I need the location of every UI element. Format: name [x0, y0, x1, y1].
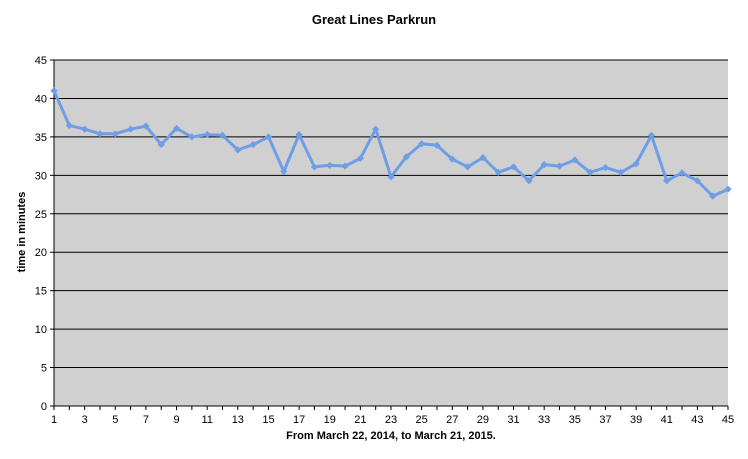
data-point — [555, 162, 564, 170]
x-tick-label: 37 — [599, 414, 611, 426]
data-point — [479, 154, 487, 162]
data-point — [326, 161, 334, 169]
x-tick-label: 23 — [385, 414, 397, 426]
x-tick-labels: 1 3 5 7 9 11 13 15 17 19 21 23 25 27 29 31 33 35 37 39 41 43 4… — [51, 414, 734, 426]
data-point — [433, 141, 441, 149]
x-tick-label: 17 — [293, 414, 305, 426]
data-point — [601, 164, 610, 172]
x-tick-label: 15 — [262, 414, 274, 426]
y-tick-label: 30 — [35, 170, 47, 182]
x-tick-label: 39 — [630, 414, 642, 426]
data-point — [372, 125, 380, 133]
data-point — [142, 122, 150, 130]
data-point — [280, 167, 288, 176]
x-tick-label: 43 — [691, 414, 703, 426]
data-point — [418, 140, 426, 148]
y-tick-labels: 0 5 10 15 20 25 30 35 40 45 — [35, 55, 47, 413]
data-point — [96, 130, 104, 138]
x-tick-label: 19 — [324, 414, 336, 426]
y-tick-label: 15 — [35, 286, 47, 298]
y-tick-label: 40 — [35, 93, 47, 105]
y-axis-label: time in minutes — [16, 191, 28, 273]
series — [50, 87, 732, 200]
y-tick-label: 45 — [35, 55, 47, 67]
data-point — [203, 130, 211, 139]
data-point — [540, 160, 548, 169]
x-tick-label: 45 — [722, 414, 734, 426]
y-tick-label: 25 — [35, 209, 47, 221]
data-point — [264, 133, 273, 141]
x-tick-label: 13 — [232, 414, 244, 426]
data-point — [65, 121, 73, 129]
x-tick-label: 31 — [507, 414, 519, 426]
data-point — [249, 140, 257, 149]
x-tick-label: 11 — [201, 414, 212, 426]
chart-title: Great Lines Parkrun — [311, 12, 437, 27]
data-point — [50, 87, 58, 95]
y-tick-label: 35 — [35, 132, 47, 144]
data-point — [448, 155, 456, 163]
data-point — [463, 163, 472, 171]
x-tick-label: 9 — [173, 414, 179, 426]
data-point — [678, 169, 686, 177]
x-tick-label: 1 — [51, 414, 57, 426]
x-tick-label: 7 — [143, 414, 149, 426]
x-axis-label: From March 22, 2014, to March 21, 2015. — [286, 430, 496, 442]
data-point — [157, 140, 165, 149]
data-point — [188, 133, 196, 141]
x-tick-label: 25 — [416, 414, 428, 426]
data-point — [509, 163, 518, 171]
x-tick-label: 33 — [538, 414, 550, 426]
data-point — [218, 131, 227, 139]
data-point — [81, 125, 89, 133]
data-point — [709, 192, 717, 200]
data-point — [295, 130, 303, 139]
data-point — [525, 177, 533, 185]
data-point — [356, 154, 364, 163]
y-tick-label: 0 — [41, 401, 47, 413]
data-point — [586, 168, 594, 176]
data-point — [632, 160, 640, 168]
data-point — [647, 131, 656, 139]
x-tick-label: 35 — [569, 414, 581, 426]
data-point — [234, 146, 242, 154]
x-tick-label: 27 — [446, 414, 458, 426]
x-tick-label: 3 — [82, 414, 88, 426]
data-point — [571, 156, 579, 164]
data-point — [387, 173, 395, 181]
y-tick-label: 20 — [35, 247, 47, 259]
y-tick-label: 10 — [35, 324, 47, 336]
data-point — [172, 124, 181, 133]
data-point — [617, 168, 625, 176]
data-point — [111, 130, 119, 138]
data-point — [310, 163, 319, 171]
x-tick-label: 41 — [661, 414, 673, 426]
data-point — [693, 177, 701, 185]
data-point — [126, 125, 135, 133]
data-point — [724, 185, 732, 193]
data-point — [341, 162, 349, 170]
data-point — [402, 153, 410, 161]
x-tick-label: 5 — [112, 414, 118, 426]
x-tick-label: 29 — [477, 414, 489, 426]
data-point — [663, 177, 671, 185]
axes — [50, 59, 729, 410]
x-tick-label: 21 — [354, 414, 366, 426]
data-point — [494, 168, 502, 176]
y-tick-label: 5 — [41, 363, 47, 375]
plot-area — [54, 60, 728, 406]
